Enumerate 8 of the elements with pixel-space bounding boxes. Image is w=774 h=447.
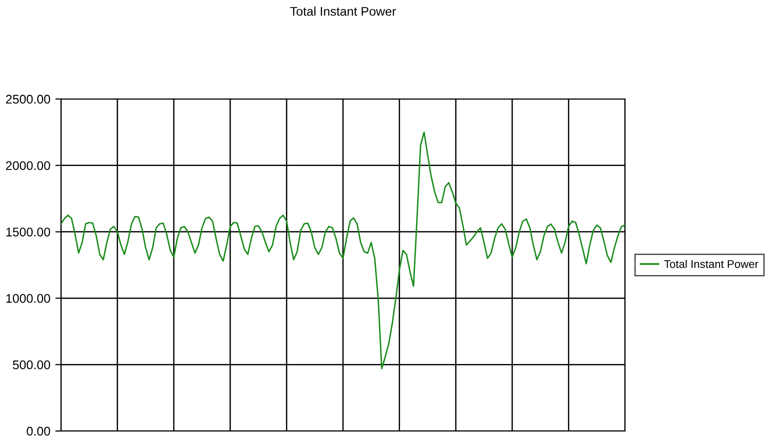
y-tick-label: 500.00: [12, 360, 50, 370]
legend-label: Total Instant Power: [664, 260, 758, 268]
y-tick-label: 1500.00: [6, 228, 50, 236]
y-tick-label: 2500.00: [6, 94, 50, 104]
y-tick-label: 1000.00: [6, 294, 50, 303]
y-tick-label: 2000.00: [6, 161, 50, 170]
y-tick-label: 0.00: [26, 426, 50, 436]
chart-title: Total Instant Power: [290, 6, 396, 16]
